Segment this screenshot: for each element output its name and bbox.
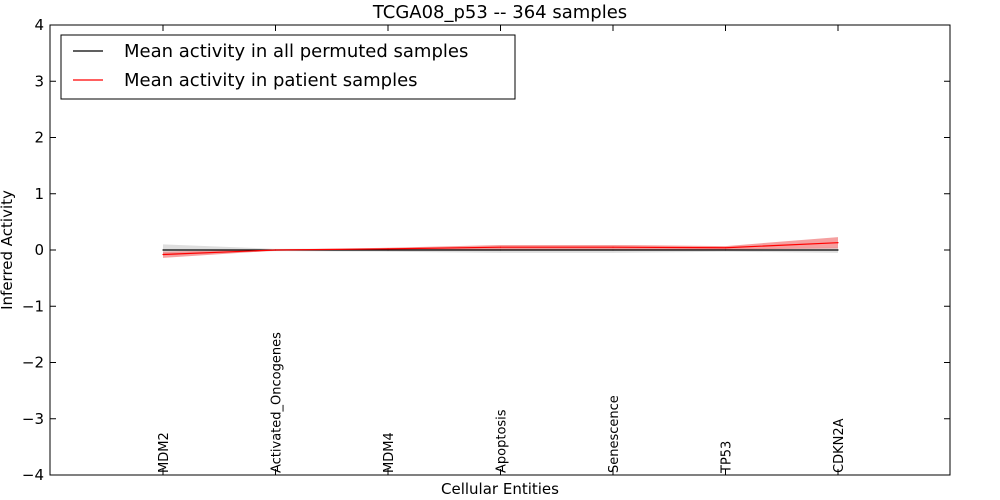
x-category-label: Activated_Oncogenes xyxy=(270,332,285,473)
y-tick-label: 0 xyxy=(34,241,44,259)
legend: Mean activity in all permuted samples Me… xyxy=(60,34,516,100)
y-axis-title: Inferred Activity xyxy=(0,190,16,310)
x-category-label: Apoptosis xyxy=(495,409,510,473)
x-category-label: CDKN2A xyxy=(832,418,847,473)
y-tick-label: −2 xyxy=(22,354,44,372)
series-point-0 xyxy=(612,249,614,251)
series-point-1 xyxy=(387,248,389,250)
series-point-1 xyxy=(162,253,164,256)
series-point-0 xyxy=(387,249,389,251)
y-tick-label: −3 xyxy=(22,410,44,428)
series-point-1 xyxy=(724,247,727,249)
x-axis: MDM2 Activated_Oncogenes MDM4 Apoptosis Sene… xyxy=(157,25,847,475)
series-point-1 xyxy=(612,246,614,248)
series-point-0 xyxy=(499,249,502,251)
series-lines xyxy=(162,242,839,256)
x-category-label: MDM4 xyxy=(382,432,397,473)
legend-label-permuted: Mean activity in all permuted samples xyxy=(124,41,468,62)
chart-title: TCGA08_p53 -- 364 samples xyxy=(372,2,627,23)
series-point-1 xyxy=(837,242,839,244)
y-axis: 4 3 2 1 0 −1 −2 −3 −4 xyxy=(22,16,950,484)
y-tick-label: 2 xyxy=(34,129,44,147)
series-point-0 xyxy=(837,249,839,251)
y-tick-label: −1 xyxy=(22,297,44,315)
x-category-label: MDM2 xyxy=(157,432,172,473)
y-tick-label: −4 xyxy=(22,466,44,484)
series-point-0 xyxy=(724,249,727,251)
y-tick-label: 3 xyxy=(34,72,44,90)
x-axis-title: Cellular Entities xyxy=(441,480,559,498)
series-point-0 xyxy=(162,249,164,251)
x-category-label: TP53 xyxy=(720,441,735,474)
legend-box xyxy=(60,34,516,100)
y-tick-label: 1 xyxy=(34,185,44,203)
y-tick-label: 4 xyxy=(34,16,44,34)
legend-label-patient: Mean activity in patient samples xyxy=(124,70,418,91)
x-category-label: Senescence xyxy=(607,395,622,473)
series-point-1 xyxy=(274,249,277,251)
series-point-1 xyxy=(499,246,502,248)
